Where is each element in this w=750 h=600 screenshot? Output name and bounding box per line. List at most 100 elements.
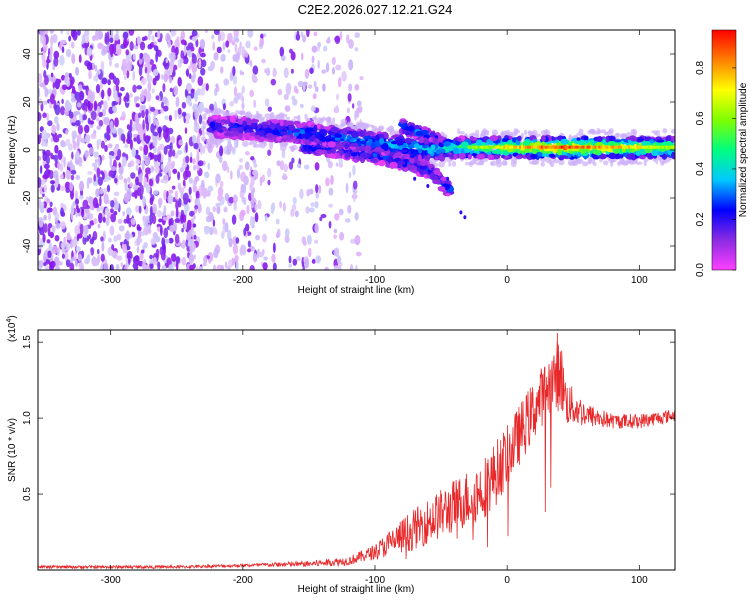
noise-blob: [295, 33, 301, 41]
band-haze: [610, 160, 614, 167]
noise-blob: [296, 163, 301, 169]
noise-blob: [76, 102, 82, 108]
noise-blob: [173, 85, 179, 96]
band-haze: [502, 159, 508, 166]
noise-blob: [49, 44, 53, 55]
band-blob: [641, 140, 647, 148]
noise-blob: [162, 83, 166, 93]
noise-blob: [46, 208, 50, 214]
noise-blob: [175, 200, 179, 210]
noise-blob: [52, 133, 59, 143]
noise-blob: [356, 107, 361, 113]
noise-blob: [50, 72, 54, 78]
noise-blob: [68, 72, 72, 79]
noise-blob: [124, 181, 128, 192]
noise-blob: [151, 203, 158, 214]
noise-blob: [135, 205, 140, 213]
band-haze: [214, 110, 220, 116]
noise-blob: [236, 93, 241, 98]
band-haze: [485, 129, 490, 136]
noise-blob: [159, 33, 163, 40]
noise-blob: [158, 218, 163, 223]
noise-blob: [79, 113, 83, 122]
noise-blob: [311, 55, 315, 64]
noise-blob: [96, 69, 101, 75]
band-core: [554, 145, 558, 149]
noise-blob: [55, 173, 59, 182]
noise-blob: [49, 231, 55, 239]
noise-blob: [127, 176, 131, 184]
band-core: [489, 145, 492, 149]
band-blob: [249, 131, 256, 137]
noise-blob: [170, 253, 177, 262]
noise-blob: [315, 86, 319, 93]
band-core: [501, 145, 504, 149]
noise-blob: [347, 93, 352, 102]
noise-blob: [190, 88, 195, 93]
noise-blob: [81, 264, 84, 270]
band-haze: [465, 161, 469, 166]
noise-blob: [118, 127, 123, 134]
noise-blob: [181, 101, 187, 109]
band-blob: [293, 129, 301, 133]
noise-blob: [150, 106, 156, 112]
noise-blob: [317, 41, 322, 48]
noise-blob: [244, 161, 250, 171]
noise-blob: [285, 85, 291, 96]
noise-blob: [232, 54, 238, 62]
band-blob: [271, 119, 280, 124]
band-core: [641, 145, 645, 149]
noise-blob: [249, 60, 253, 68]
band-blob: [417, 154, 422, 162]
noise-blob: [306, 30, 310, 38]
noise-blob: [49, 88, 52, 96]
band-core: [475, 145, 478, 149]
noise-blob: [230, 170, 233, 180]
y-tick-label: 1.5: [22, 335, 33, 349]
noise-blob: [215, 202, 221, 208]
x-tick-label: 0: [504, 275, 510, 286]
band-core: [665, 145, 669, 149]
noise-blob: [75, 66, 80, 76]
band-blob: [651, 149, 660, 157]
noise-blob: [65, 79, 71, 87]
noise-blob: [204, 226, 210, 235]
noise-blob: [202, 145, 206, 154]
noise-blob: [99, 187, 104, 195]
noise-blob: [39, 30, 45, 37]
noise-blob: [163, 167, 168, 175]
noise-blob: [203, 255, 208, 264]
noise-blob: [333, 234, 337, 240]
noise-blob: [264, 98, 270, 107]
noise-blob: [134, 188, 138, 199]
noise-blob: [318, 184, 322, 194]
band-core: [606, 145, 609, 149]
band-haze: [360, 122, 367, 130]
band-blob: [489, 135, 499, 142]
noise-blob: [201, 179, 205, 189]
noise-blob: [217, 194, 223, 202]
noise-blob: [114, 117, 119, 128]
noise-blob: [152, 137, 158, 147]
noise-blob: [308, 207, 315, 213]
noise-blob: [98, 119, 104, 127]
noise-blob: [193, 164, 197, 171]
band-haze: [660, 162, 665, 166]
noise-blob: [94, 64, 98, 72]
band-core: [511, 145, 514, 149]
noise-blob: [126, 214, 130, 225]
noise-blob: [70, 92, 75, 99]
noise-blob: [219, 145, 224, 157]
colorbar-ticks: 0.00.20.40.60.8: [695, 61, 736, 277]
band-core: [634, 145, 637, 149]
band-blob: [276, 136, 282, 142]
noise-blob: [109, 225, 115, 236]
noise-blob: [149, 143, 153, 151]
band-core: [596, 145, 599, 149]
band-core: [548, 145, 552, 149]
noise-blob: [137, 226, 142, 231]
band-blob: [644, 148, 652, 154]
band-core: [616, 145, 619, 149]
